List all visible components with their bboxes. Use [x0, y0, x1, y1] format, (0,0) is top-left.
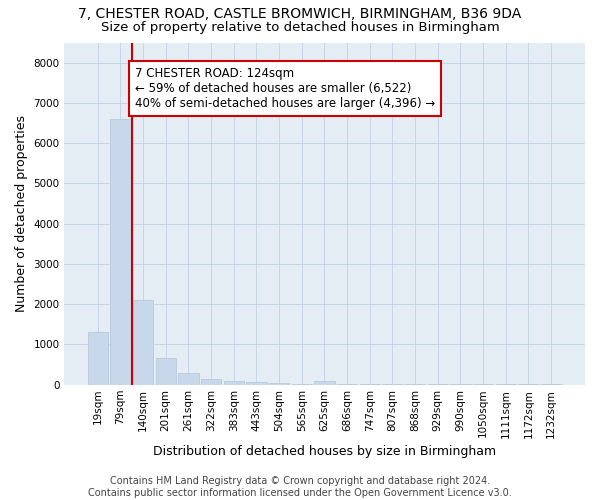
- Bar: [88, 332, 108, 384]
- Text: 7 CHESTER ROAD: 124sqm
← 59% of detached houses are smaller (6,522)
40% of semi-: 7 CHESTER ROAD: 124sqm ← 59% of detached…: [135, 66, 436, 110]
- Text: Size of property relative to detached houses in Birmingham: Size of property relative to detached ho…: [101, 21, 499, 34]
- Bar: [246, 382, 266, 384]
- Bar: [269, 382, 289, 384]
- Bar: [110, 119, 131, 384]
- Y-axis label: Number of detached properties: Number of detached properties: [15, 115, 28, 312]
- X-axis label: Distribution of detached houses by size in Birmingham: Distribution of detached houses by size …: [153, 444, 496, 458]
- Bar: [155, 358, 176, 384]
- Bar: [133, 300, 153, 384]
- Bar: [201, 380, 221, 384]
- Text: Contains HM Land Registry data © Crown copyright and database right 2024.
Contai: Contains HM Land Registry data © Crown c…: [88, 476, 512, 498]
- Bar: [224, 381, 244, 384]
- Bar: [314, 380, 335, 384]
- Text: 7, CHESTER ROAD, CASTLE BROMWICH, BIRMINGHAM, B36 9DA: 7, CHESTER ROAD, CASTLE BROMWICH, BIRMIN…: [79, 8, 521, 22]
- Bar: [178, 372, 199, 384]
